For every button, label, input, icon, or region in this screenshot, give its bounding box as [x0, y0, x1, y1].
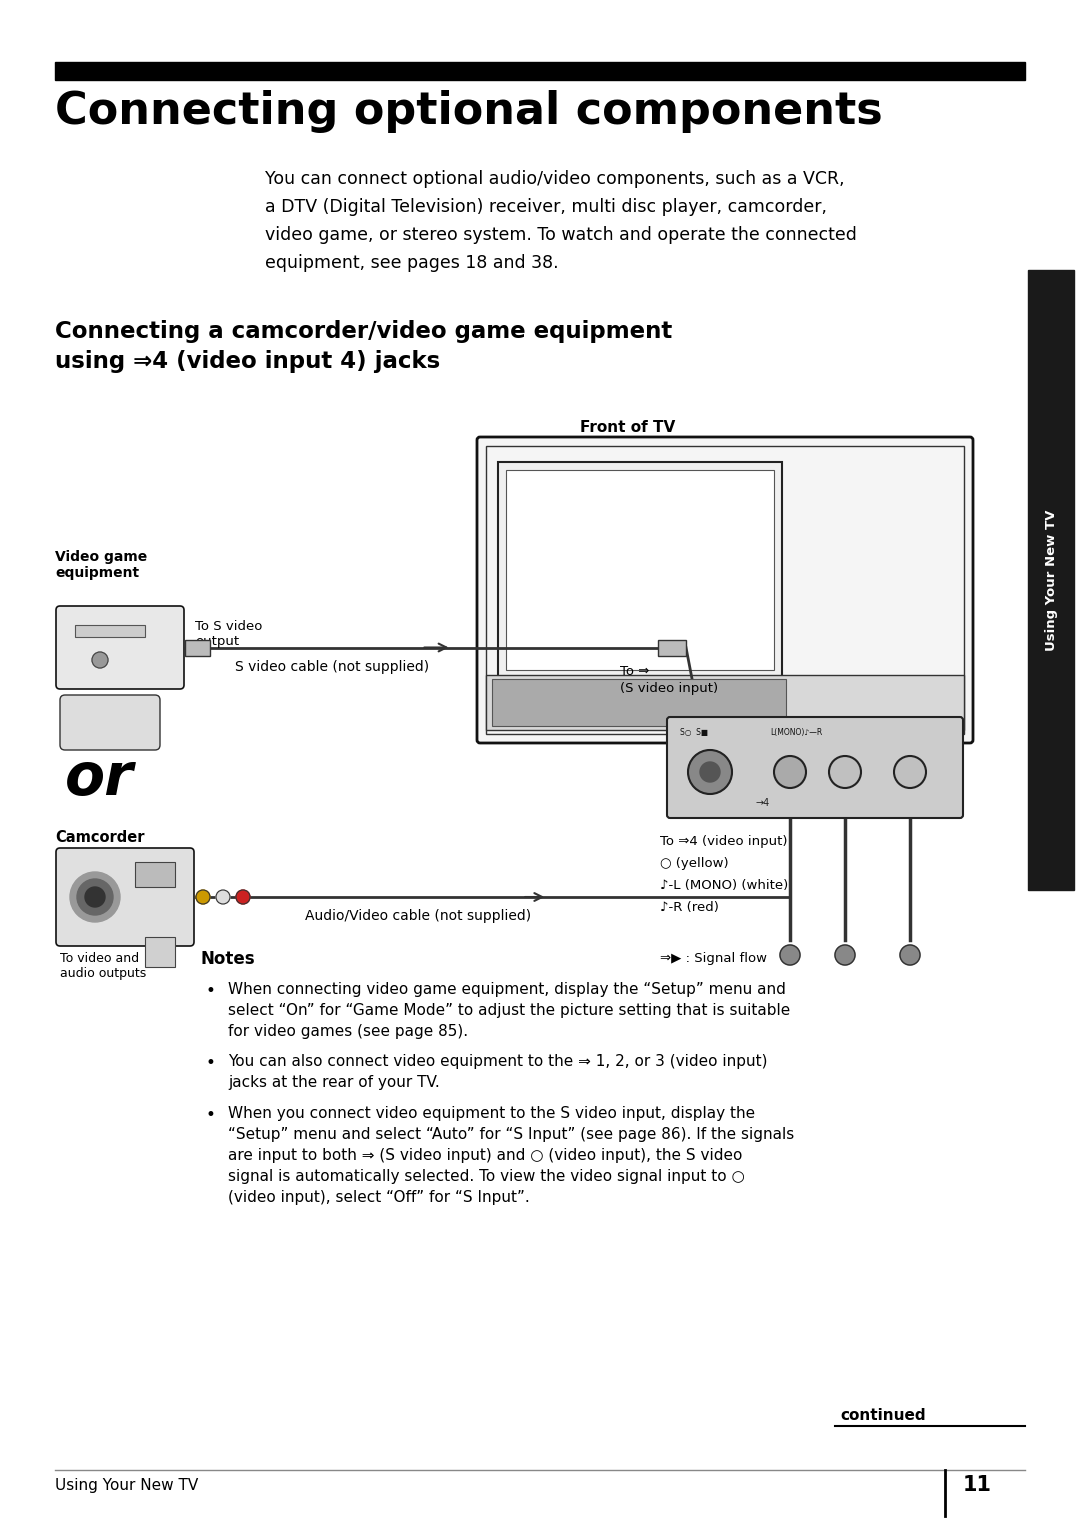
- Text: using ⇒4 (video input 4) jacks: using ⇒4 (video input 4) jacks: [55, 349, 441, 372]
- Circle shape: [894, 755, 926, 787]
- Circle shape: [688, 749, 732, 794]
- Text: or: or: [65, 749, 134, 807]
- Text: S video cable (not supplied): S video cable (not supplied): [235, 659, 429, 673]
- Text: 11: 11: [963, 1476, 993, 1495]
- Text: To S video
output: To S video output: [195, 620, 262, 649]
- Text: Using Your New TV: Using Your New TV: [1044, 510, 1057, 650]
- Bar: [486, 446, 964, 734]
- Text: equipment, see pages 18 and 38.: equipment, see pages 18 and 38.: [265, 253, 558, 272]
- Text: When you connect video equipment to the S video input, display the
“Setup” menu : When you connect video equipment to the …: [228, 1106, 794, 1206]
- Bar: [55, 63, 1025, 79]
- Bar: [75, 626, 145, 636]
- Text: Front of TV: Front of TV: [580, 420, 675, 435]
- Bar: [135, 862, 175, 887]
- Text: You can also connect video equipment to the ⇒ 1, 2, or 3 (video input)
jacks at : You can also connect video equipment to …: [228, 1054, 768, 1090]
- FancyBboxPatch shape: [56, 606, 184, 690]
- FancyBboxPatch shape: [667, 717, 963, 818]
- Bar: [498, 462, 782, 678]
- Circle shape: [780, 945, 800, 964]
- Circle shape: [829, 755, 861, 787]
- Text: Audio/Video cable (not supplied): Audio/Video cable (not supplied): [305, 909, 531, 923]
- Circle shape: [77, 879, 113, 916]
- Text: Connecting optional components: Connecting optional components: [55, 90, 882, 133]
- Bar: [1028, 270, 1074, 890]
- Circle shape: [216, 890, 230, 903]
- Text: To video and
audio outputs: To video and audio outputs: [60, 952, 146, 980]
- FancyBboxPatch shape: [477, 436, 973, 743]
- Text: a DTV (Digital Television) receiver, multi disc player, camcorder,: a DTV (Digital Television) receiver, mul…: [265, 198, 827, 217]
- FancyBboxPatch shape: [60, 694, 160, 749]
- Text: video game, or stereo system. To watch and operate the connected: video game, or stereo system. To watch a…: [265, 226, 856, 244]
- Text: continued: continued: [840, 1408, 926, 1424]
- Text: Using Your New TV: Using Your New TV: [55, 1479, 199, 1492]
- Bar: [486, 674, 964, 729]
- Circle shape: [700, 761, 720, 781]
- Bar: [145, 937, 175, 967]
- Circle shape: [774, 755, 806, 787]
- Text: When connecting video game equipment, display the “Setup” menu and
select “On” f: When connecting video game equipment, di…: [228, 983, 791, 1039]
- Text: •: •: [205, 983, 215, 1000]
- Text: L(MONO)♪—R: L(MONO)♪—R: [770, 728, 822, 737]
- Text: ♪-R (red): ♪-R (red): [660, 900, 719, 914]
- Text: Notes: Notes: [200, 951, 255, 967]
- Text: ⇒▶ : Signal flow: ⇒▶ : Signal flow: [660, 952, 767, 964]
- Circle shape: [195, 890, 210, 903]
- Circle shape: [85, 887, 105, 906]
- Bar: [658, 639, 686, 656]
- Text: You can connect optional audio/video components, such as a VCR,: You can connect optional audio/video com…: [265, 169, 845, 188]
- Circle shape: [237, 890, 249, 903]
- Text: Camcorder: Camcorder: [55, 830, 145, 845]
- Text: To ⇒4 (video input): To ⇒4 (video input): [660, 835, 787, 848]
- Bar: [185, 639, 210, 656]
- Text: →4: →4: [755, 798, 769, 807]
- Circle shape: [92, 652, 108, 668]
- Text: ♪-L (MONO) (white): ♪-L (MONO) (white): [660, 879, 788, 893]
- FancyBboxPatch shape: [56, 848, 194, 946]
- Bar: [507, 470, 774, 670]
- Text: Video game
equipment: Video game equipment: [55, 549, 147, 580]
- Text: •: •: [205, 1106, 215, 1125]
- Text: ○ (yellow): ○ (yellow): [660, 858, 729, 870]
- Circle shape: [900, 945, 920, 964]
- Circle shape: [70, 871, 120, 922]
- Text: To ⇒
(S video input): To ⇒ (S video input): [620, 665, 718, 694]
- Text: S○  S■: S○ S■: [680, 728, 708, 737]
- Circle shape: [835, 945, 855, 964]
- Text: •: •: [205, 1054, 215, 1071]
- Bar: [492, 679, 786, 726]
- Text: Connecting a camcorder/video game equipment: Connecting a camcorder/video game equipm…: [55, 320, 672, 343]
